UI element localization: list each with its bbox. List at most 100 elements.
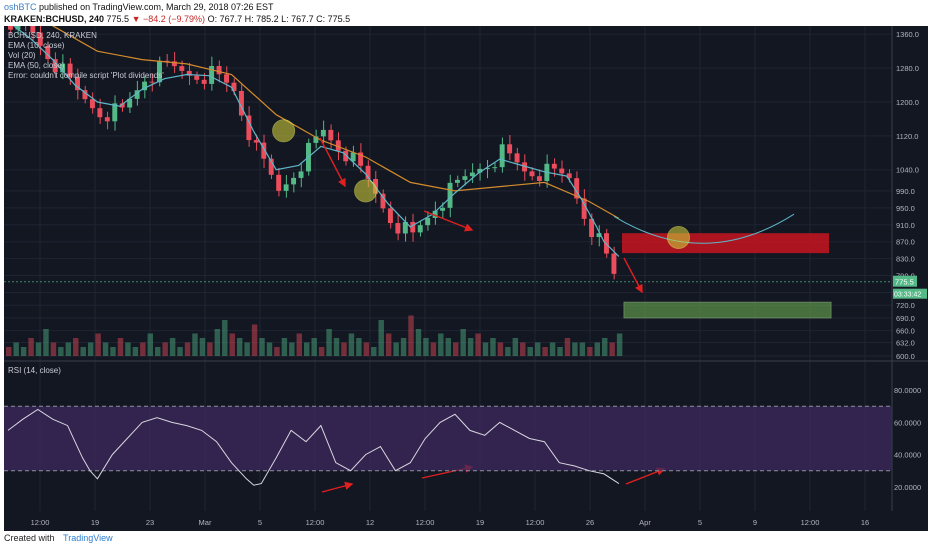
volume-bar	[289, 342, 295, 356]
price-tick-label: 950.0	[896, 204, 915, 213]
volume-bar	[87, 342, 94, 356]
volume-bar	[73, 338, 79, 356]
volume-bar	[132, 347, 139, 356]
volume-bar	[385, 333, 392, 356]
candle-body	[157, 60, 162, 83]
volume-bar	[6, 347, 12, 356]
volume-bar	[579, 342, 586, 356]
created-with: Created with	[4, 533, 55, 543]
candle-body	[231, 82, 237, 91]
volume-bar	[199, 338, 206, 356]
candle-body	[589, 218, 595, 238]
candle-body	[119, 103, 125, 108]
time-tick-label: 23	[146, 518, 154, 527]
time-tick-label: 19	[91, 518, 99, 527]
volume-bar	[572, 342, 578, 356]
candle-body	[30, 26, 36, 33]
volume-bar	[348, 333, 355, 356]
volume-bar	[490, 338, 496, 356]
candle-body	[551, 163, 557, 169]
candle-body	[291, 177, 297, 185]
time-tick-label: 12	[366, 518, 374, 527]
footer: Created with TradingView	[4, 533, 113, 543]
candle-body	[127, 98, 133, 108]
legend-vol: Vol (20)	[8, 51, 36, 60]
volume-bar	[378, 320, 384, 356]
volume-bar	[222, 320, 228, 356]
candle-body	[15, 26, 21, 30]
candle-body	[432, 210, 438, 218]
candle-body	[402, 221, 408, 234]
candle-body	[171, 61, 177, 67]
candle-body	[380, 193, 386, 209]
candle-body	[477, 168, 483, 173]
time-tick-label: Apr	[639, 518, 651, 527]
time-tick-label: 12:00	[416, 518, 435, 527]
volume-bar	[155, 347, 161, 356]
candle-body	[350, 152, 356, 162]
volume-bar	[65, 342, 72, 356]
volume-bar	[244, 342, 250, 356]
candle-body	[417, 225, 423, 233]
volume-bar	[408, 315, 414, 356]
candle-body	[455, 179, 460, 183]
candle-body	[358, 152, 364, 166]
volume-bar	[35, 342, 42, 356]
volume-bar	[20, 347, 27, 356]
price-tick-label: 632.0	[896, 338, 915, 347]
price-badge-text: 775.5	[895, 278, 914, 287]
chart-area[interactable]: 1360.0 1280.0 1200.0 1120.0 1040.0 990.0 950.0…	[4, 26, 928, 531]
price-chart-svg: 1360.0 1280.0 1200.0 1120.0 1040.0 990.0 950.0…	[4, 26, 928, 527]
trend-arrow	[623, 257, 643, 294]
rsi-tick-label: 20.0000	[894, 483, 921, 492]
volume-bar	[318, 347, 325, 356]
symbol-line: KRAKEN:BCHUSD, 240	[4, 14, 105, 24]
volume-bar	[13, 342, 19, 356]
volume-bar	[214, 329, 221, 356]
candle-body	[596, 233, 602, 238]
volume-bar	[162, 342, 168, 356]
resistance-zone	[622, 233, 829, 254]
target-zone	[623, 301, 832, 319]
candle-body	[89, 99, 95, 109]
tradingview-logo[interactable]: TradingView	[63, 533, 113, 543]
time-tick-label: 5	[698, 518, 702, 527]
candle-body	[320, 129, 326, 137]
volume-bar	[341, 342, 347, 356]
candle-body	[37, 32, 43, 46]
volume-bar	[475, 333, 481, 356]
candle-body	[194, 75, 200, 80]
candle-body	[328, 129, 334, 141]
rsi-tick-label: 60.0000	[894, 418, 921, 427]
volume-bar	[520, 342, 526, 356]
candle-body	[559, 168, 565, 174]
author-link[interactable]: oshBTC	[4, 2, 37, 12]
volume-bar	[169, 338, 176, 356]
candle-body	[246, 115, 252, 141]
candle-body	[8, 26, 13, 30]
volume-bar	[534, 342, 541, 356]
volume-bar	[505, 347, 511, 356]
symbol-header: KRAKEN:BCHUSD, 240 775.5 ▼ −84.2 (−9.79%…	[4, 14, 350, 24]
candle-body	[104, 117, 110, 122]
candle-body	[149, 81, 155, 83]
volume-bar	[400, 338, 407, 356]
candle-body	[179, 66, 185, 71]
price-tick-label: 1360.0	[896, 30, 919, 39]
volume-bar	[259, 338, 265, 356]
time-tick-label: 12:00	[801, 518, 820, 527]
volume-bar	[460, 329, 466, 356]
volume-bar	[304, 342, 310, 356]
candle-body	[75, 76, 80, 91]
candle-body	[268, 158, 274, 175]
volume-bar	[587, 347, 593, 356]
candle-body	[410, 221, 416, 233]
candle-body	[216, 65, 222, 75]
price-tick-label: 1200.0	[896, 98, 919, 107]
candle-body	[514, 153, 520, 163]
volume-bar	[110, 347, 116, 356]
volume-bar	[192, 333, 198, 356]
candle-body	[238, 90, 244, 116]
published-text: published on TradingView.com, March 29, …	[39, 2, 274, 12]
